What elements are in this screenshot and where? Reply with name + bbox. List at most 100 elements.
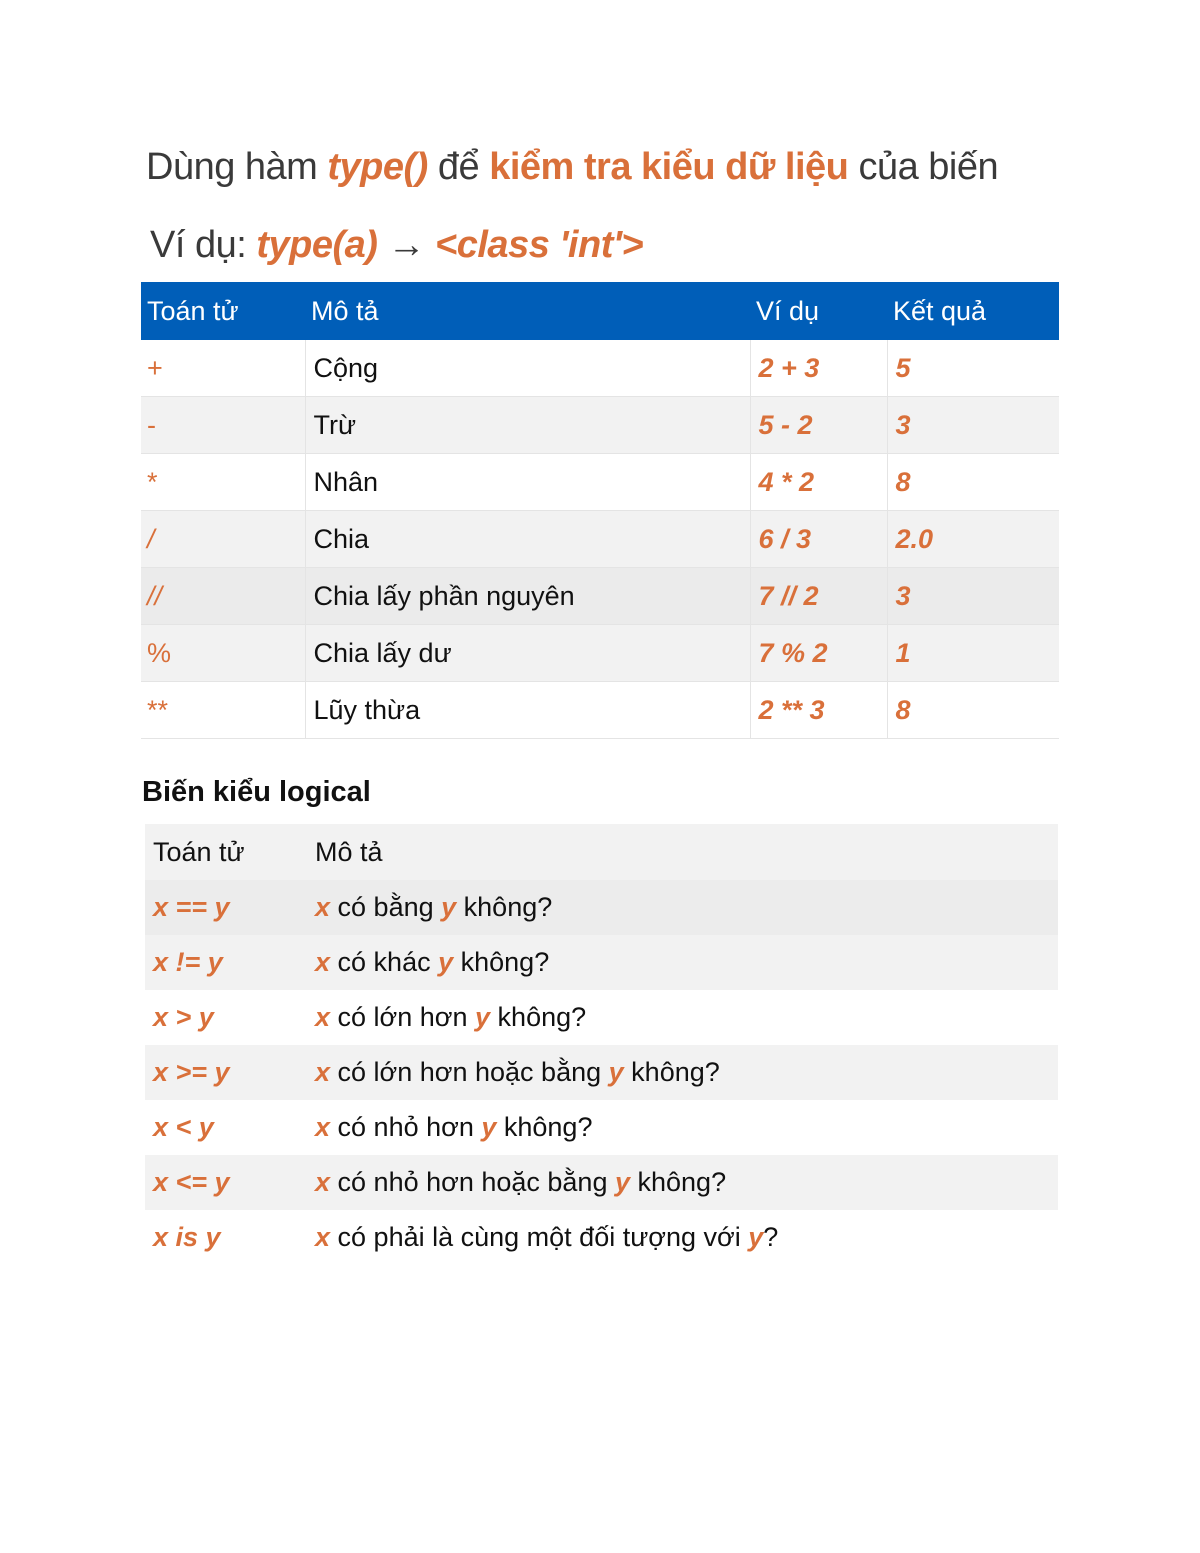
result-cell: 2.0 <box>887 510 1059 568</box>
description-text: không? <box>630 1167 727 1197</box>
description-cell: x có bằng y không? <box>307 880 1058 935</box>
operator-cell: x < y <box>153 1112 214 1142</box>
result-cell: 8 <box>887 453 1059 511</box>
description-cell: x có nhỏ hơn hoặc bằng y không? <box>307 1155 1058 1210</box>
operator-cell: x >= y <box>145 1045 307 1100</box>
column-header: Toán tử <box>145 824 307 880</box>
result-cell: 3 <box>887 567 1059 625</box>
variable-highlight: y <box>748 1222 764 1252</box>
operator-cell: x != y <box>145 935 307 990</box>
operator-cell: % <box>141 624 306 682</box>
variable-highlight: y <box>475 1002 491 1032</box>
highlight-text: kiểm tra kiểu dữ liệu <box>489 146 849 188</box>
example-cell: 7 % 2 <box>750 624 888 682</box>
table-row: x is y x có phải là cùng một đối tượng vớ… <box>145 1210 1058 1265</box>
table-header-row: Toán tử Mô tả <box>145 824 1058 880</box>
example-cell: 4 * 2 <box>750 453 888 511</box>
variable-highlight: x <box>315 1167 331 1197</box>
variable-highlight: x <box>315 1057 331 1087</box>
variable-highlight: x <box>315 892 331 922</box>
description-cell: Trừ <box>305 396 751 454</box>
description-text: không? <box>456 892 553 922</box>
operator-cell: / <box>141 510 306 568</box>
operator-cell: x <= y <box>145 1155 307 1210</box>
description-text: có lớn hơn <box>330 1002 476 1032</box>
example-line: Ví dụ: type(a) → <class 'int'> <box>150 224 644 266</box>
description-text: có phải là cùng một đối tượng với <box>330 1222 749 1252</box>
variable-highlight: x <box>315 1222 331 1252</box>
result-cell: 5 <box>887 340 1059 397</box>
variable-highlight: y <box>438 947 454 977</box>
table-row: x < y x có nhỏ hơn y không? <box>145 1100 1058 1155</box>
description-cell: Lũy thừa <box>305 681 751 739</box>
description-text: có bằng <box>330 892 442 922</box>
variable-highlight: y <box>441 892 457 922</box>
section-heading: Biến kiểu logical <box>142 776 371 808</box>
table-row: x > y x có lớn hơn y không? <box>145 990 1058 1045</box>
operator-cell: // <box>141 567 306 625</box>
description-text: không? <box>496 1112 593 1142</box>
description-text: không? <box>490 1002 587 1032</box>
description-cell: Chia lấy phần nguyên <box>305 567 751 625</box>
operator-cell: * <box>141 453 306 511</box>
variable-highlight: y <box>481 1112 497 1142</box>
description-cell: Cộng <box>305 340 751 397</box>
example-cell: 5 - 2 <box>750 396 888 454</box>
description-text: ? <box>763 1222 779 1252</box>
code-example: type(a) <box>256 224 378 266</box>
column-header: Kết quả <box>887 282 1059 340</box>
code-type-func: type() <box>327 146 428 188</box>
variable-highlight: y <box>614 1167 630 1197</box>
table-row: / Chia 6 / 3 2.0 <box>141 510 1059 568</box>
column-header: Ví dụ <box>750 282 887 340</box>
description-text: có nhỏ hơn hoặc bằng <box>330 1167 615 1197</box>
operator-cell: + <box>141 340 306 397</box>
description-text: có lớn hơn hoặc bằng <box>330 1057 609 1087</box>
description-text: có nhỏ hơn <box>330 1112 482 1142</box>
operator-cell: x > y <box>153 1002 214 1032</box>
description-cell: x có lớn hơn hoặc bằng y không? <box>307 1045 1058 1100</box>
operator-cell: x is y <box>153 1222 221 1252</box>
variable-highlight: x <box>315 1002 331 1032</box>
column-header: Toán tử <box>141 282 305 340</box>
description-cell: x có lớn hơn y không? <box>307 990 1058 1045</box>
description-text: có khác <box>330 947 439 977</box>
example-cell: 6 / 3 <box>750 510 888 568</box>
description-text: không? <box>453 947 550 977</box>
variable-highlight: x <box>315 1112 331 1142</box>
example-cell: 2 + 3 <box>750 340 888 397</box>
variable-highlight: x <box>315 947 331 977</box>
description-cell: x có nhỏ hơn y không? <box>307 1100 1058 1155</box>
code-result: <class 'int'> <box>435 224 644 266</box>
result-cell: 1 <box>887 624 1059 682</box>
column-header: Mô tả <box>307 824 1058 880</box>
result-cell: 8 <box>887 681 1059 739</box>
example-cell: 2 ** 3 <box>750 681 888 739</box>
description-text: không? <box>623 1057 720 1087</box>
table-header-row: Toán tử Mô tả Ví dụ Kết quả <box>141 282 1059 340</box>
example-cell: 7 // 2 <box>750 567 888 625</box>
description-cell: x có phải là cùng một đối tượng với y? <box>307 1210 1058 1265</box>
variable-highlight: y <box>608 1057 624 1087</box>
operator-cell: - <box>141 396 306 454</box>
page-title: Dùng hàm type() để kiểm tra kiểu dữ liệu… <box>146 146 999 188</box>
result-cell: 3 <box>887 396 1059 454</box>
operator-cell: x == y <box>145 880 307 935</box>
description-cell: Chia lấy dư <box>305 624 751 682</box>
description-cell: x có khác y không? <box>307 935 1058 990</box>
operator-cell: ** <box>141 681 306 739</box>
column-header: Mô tả <box>305 282 750 340</box>
description-cell: Chia <box>305 510 751 568</box>
description-cell: Nhân <box>305 453 751 511</box>
